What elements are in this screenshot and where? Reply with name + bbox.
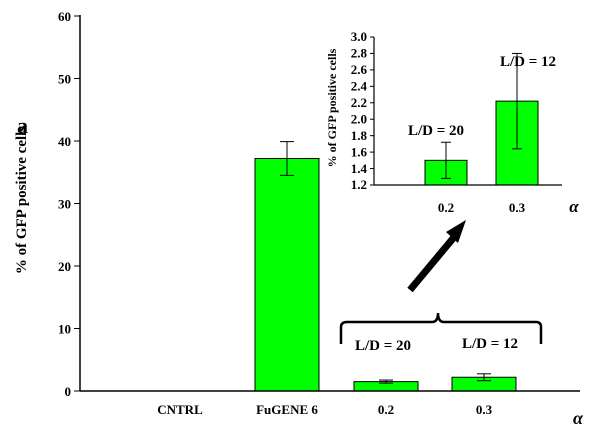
arrow-shaft <box>407 233 458 293</box>
main-y-tick-label: 30 <box>58 196 71 211</box>
inset-bars <box>424 100 539 186</box>
inset-x-tick-label: 0.2 <box>438 200 454 215</box>
panel-letter: a <box>17 113 28 138</box>
inset-y-tick-label: 3.0 <box>351 29 367 44</box>
bracket-shape <box>339 312 543 344</box>
inset-bar-label-ld12: L/D = 12 <box>500 54 556 70</box>
inset-y-tick-label: 1.4 <box>351 161 368 176</box>
group-label-ld12: L/D = 12 <box>462 336 518 352</box>
main-x-tick-label: FuGENE 6 <box>256 402 318 417</box>
main-chart: 0 10 20 30 40 50 60 CNTRL FuGENE 6 0.2 0.3 % of G… <box>14 9 584 425</box>
inset-y-tick-label: 1.8 <box>351 128 368 143</box>
main-bar <box>254 158 320 392</box>
main-y-tick-label: 50 <box>58 71 71 86</box>
inset-error-bars <box>441 52 522 179</box>
inset-y-tick-label: 2.6 <box>351 62 368 77</box>
group-bracket: L/D = 20 L/D = 12 <box>339 312 543 354</box>
main-y-tick-label: 10 <box>58 321 71 336</box>
main-x-axis-label: α <box>573 408 584 425</box>
main-x-tick-label: CNTRL <box>157 402 203 417</box>
inset-y-tick-label: 2.0 <box>351 111 367 126</box>
main-y-tick-label: 60 <box>58 9 71 24</box>
main-x-tick-labels: CNTRL FuGENE 6 0.2 0.3 <box>157 402 492 417</box>
main-y-tick-label: 40 <box>58 134 71 149</box>
main-y-axis-label: % of GFP positive cells <box>14 126 30 274</box>
main-x-tick-label: 0.3 <box>476 402 493 417</box>
main-y-ticks: 0 10 20 30 40 50 60 <box>58 9 80 399</box>
inset-chart: 1.21.4 1.61.8 2.02.22.4 2.62.8 3.0 0.2 0.3 L/… <box>325 29 579 216</box>
inset-y-tick-label: 2.8 <box>351 46 368 61</box>
main-error-bars <box>280 141 491 384</box>
inset-x-axis-label: α <box>569 197 579 216</box>
inset-y-tick-label: 2.4 <box>351 79 368 94</box>
inset-y-tick-label: 2.2 <box>351 95 367 110</box>
main-y-tick-label: 20 <box>58 259 71 274</box>
inset-y-ticks: 1.21.4 1.61.8 2.02.22.4 2.62.8 3.0 <box>351 29 374 192</box>
main-x-tick-label: 0.2 <box>378 402 394 417</box>
group-label-ld20: L/D = 20 <box>355 338 411 354</box>
inset-x-tick-label: 0.3 <box>509 200 526 215</box>
inset-y-axis-label: % of GFP positive cells <box>325 48 339 167</box>
inset-y-tick-label: 1.2 <box>351 177 367 192</box>
main-bars <box>254 158 517 392</box>
arrow-head <box>446 220 466 243</box>
inset-arrow <box>407 220 466 293</box>
inset-bar-labels: L/D = 20 L/D = 12 <box>408 54 556 139</box>
inset-bar-label-ld20: L/D = 20 <box>408 123 464 139</box>
main-y-tick-label: 0 <box>65 384 72 399</box>
inset-x-tick-labels: 0.2 0.3 <box>438 200 526 215</box>
inset-y-tick-label: 1.6 <box>351 144 368 159</box>
